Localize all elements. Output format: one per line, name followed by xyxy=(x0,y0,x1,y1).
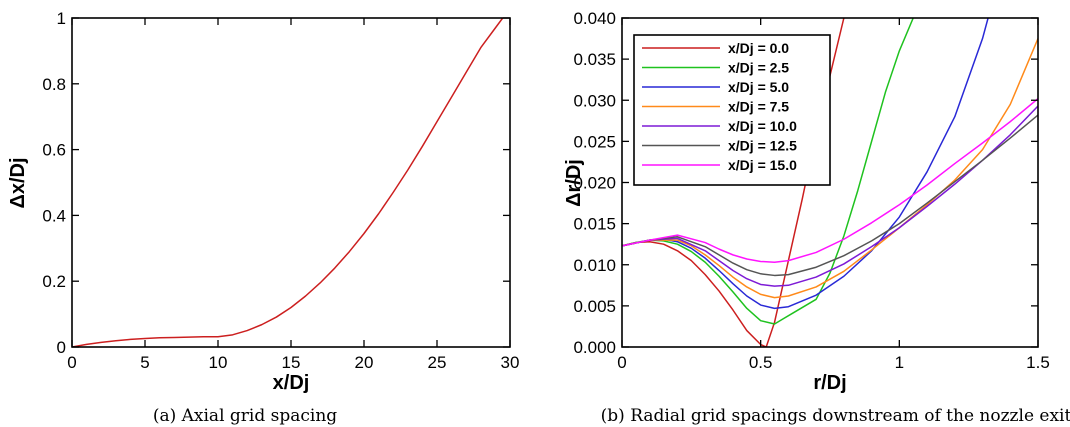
panel-b-y-tick-label: 0.000 xyxy=(573,338,616,357)
panel-a-frame xyxy=(71,17,511,348)
legend-label-5: x/Dj = 12.5 xyxy=(728,138,797,154)
panel-b-series-line-5 xyxy=(622,114,1038,277)
panel-b-x-tick-label: 1 xyxy=(895,353,904,372)
panel-b-radial-spacing: 0 0.5 1 1.5 0.0000.0050.0100.0150.0200.0250… xyxy=(563,9,1070,426)
panel-a-y-tick-label: 0.6 xyxy=(42,141,66,160)
panel-b-x-tick-label: 1.5 xyxy=(1026,353,1050,372)
panel-a-y-axis-title: Δx/Dj xyxy=(7,157,29,208)
panel-a-x-tick-label: 10 xyxy=(209,353,228,372)
panel-a-y-tick-label: 0.8 xyxy=(42,75,66,94)
panel-b-y-ticks: 0.000 0.005 0.010 0.015 0.020 0.025 0.030 0.035… xyxy=(573,9,1038,357)
legend-label-3: x/Dj = 7.5 xyxy=(728,99,789,115)
panel-a-series-line-0 xyxy=(72,18,504,347)
panel-a-x-axis-title: x/Dj xyxy=(273,372,310,394)
panel-b-y-tick-label: 0.005 xyxy=(573,297,616,316)
panel-a-x-tick-label: 5 xyxy=(140,353,149,372)
panel-a-y-tick-label: 0.4 xyxy=(42,206,66,225)
panel-b-y-tick-label: 0.025 xyxy=(573,132,616,151)
panel-b-legend: x/Dj = 0.0 x/Dj = 2.5 x/Dj = 5.0 x/Dj = 7.5… xyxy=(633,34,831,186)
panel-b-y-tick-label: 0.015 xyxy=(573,215,616,234)
panel-b-series-line-0 xyxy=(622,18,845,347)
panel-b-y-tick-label: 0.040 xyxy=(573,9,616,28)
legend-label-4: x/Dj = 10.0 xyxy=(728,118,797,134)
panel-a-x-ticks: 0 5 10 15 20 25 30 xyxy=(67,18,519,372)
panel-b-x-tick-label: 0.5 xyxy=(749,353,773,372)
panel-b-y-tick-label: 0.010 xyxy=(573,256,616,275)
legend-label-2: x/Dj = 5.0 xyxy=(728,79,789,95)
legend-box xyxy=(633,34,831,186)
panel-b-series-line-6 xyxy=(622,98,1038,264)
panel-a-y-tick-label: 0.2 xyxy=(42,272,66,291)
panel-b-x-axis-title: r/Dj xyxy=(813,372,846,394)
legend-label-6: x/Dj = 15.0 xyxy=(728,157,797,173)
panel-a-series-group xyxy=(72,18,504,347)
panel-a-x-tick-label: 15 xyxy=(282,353,301,372)
panel-a-x-tick-label: 0 xyxy=(67,353,76,372)
panel-a-y-tick-label: 1 xyxy=(57,9,66,28)
panel-a-x-tick-label: 20 xyxy=(355,353,374,372)
panel-a-axial-spacing: 0 5 10 15 20 25 30 0 0.2 0.4 0.6 0.8 1 x/Dj Δx/Dj (… xyxy=(7,9,519,426)
panel-b-series-line-4 xyxy=(622,105,1038,287)
panel-a-y-tick-label: 0 xyxy=(57,338,66,357)
panel-b-series-line-1 xyxy=(622,18,914,325)
panel-a-x-tick-label: 30 xyxy=(501,353,520,372)
panel-b-y-tick-label: 0.035 xyxy=(573,50,616,69)
legend-label-0: x/Dj = 0.0 xyxy=(728,40,789,56)
panel-b-y-tick-label: 0.020 xyxy=(573,174,616,193)
panel-b-series-line-3 xyxy=(622,38,1038,299)
panel-b-series-line-2 xyxy=(622,18,989,310)
panel-b-y-tick-label: 0.030 xyxy=(573,91,616,110)
panel-b-caption: (b) Radial grid spacings downstream of t… xyxy=(601,406,1070,426)
panel-b-x-tick-label: 0 xyxy=(617,353,626,372)
panel-b-y-axis-title: Δr/Dj xyxy=(563,159,585,207)
panel-b-x-ticks: 0 0.5 1 1.5 xyxy=(617,18,1050,372)
panel-a-caption: (a) Axial grid spacing xyxy=(153,406,337,426)
legend-label-1: x/Dj = 2.5 xyxy=(728,60,789,76)
panel-a-y-ticks: 0 0.2 0.4 0.6 0.8 1 xyxy=(42,9,510,357)
panel-b-series-group xyxy=(622,18,1038,347)
panel-a-x-tick-label: 25 xyxy=(428,353,447,372)
